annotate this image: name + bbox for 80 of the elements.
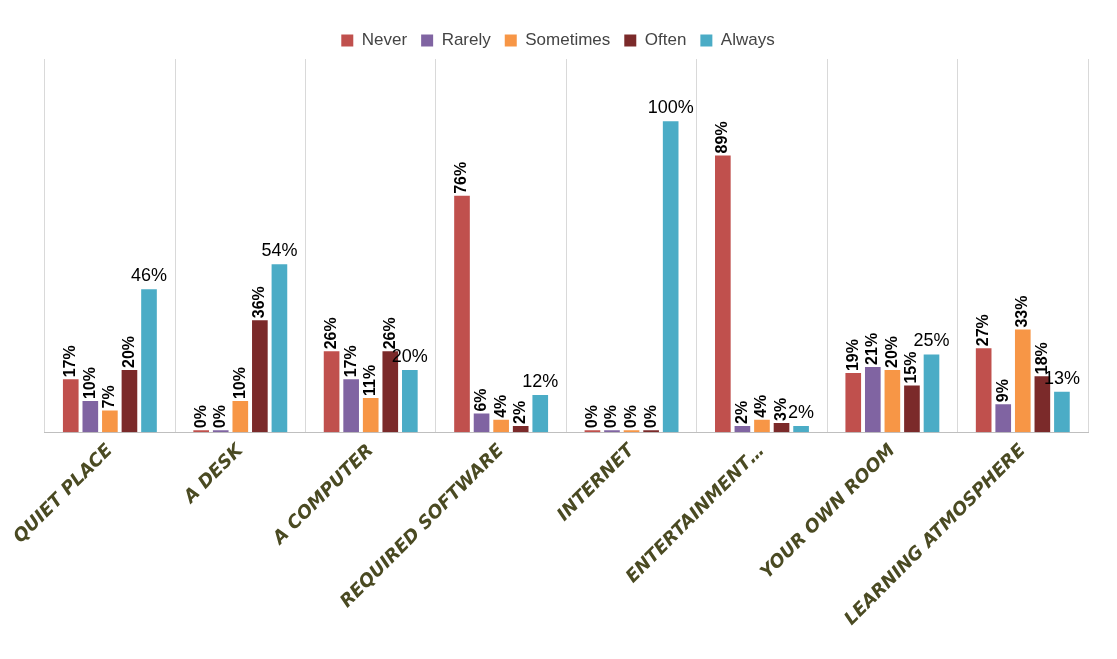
bar <box>773 422 790 433</box>
data-label: 0% <box>582 405 600 429</box>
data-label: 0% <box>211 405 229 429</box>
data-label: 2% <box>511 400 529 424</box>
data-label: 27% <box>974 314 992 347</box>
data-label: 19% <box>843 339 861 372</box>
bar <box>323 351 340 433</box>
data-label: 7% <box>100 385 118 409</box>
bar <box>715 155 731 433</box>
bar <box>604 430 620 433</box>
bar <box>493 419 509 433</box>
bar <box>271 264 288 433</box>
bar <box>362 398 379 433</box>
bar <box>884 370 901 433</box>
bar <box>643 430 659 433</box>
bar <box>923 354 940 433</box>
data-label: 89% <box>713 121 731 154</box>
data-label: 6% <box>471 388 489 412</box>
data-label: 2% <box>732 400 750 424</box>
data-label: 76% <box>452 161 470 194</box>
bar <box>402 370 418 433</box>
bar <box>473 413 490 433</box>
data-label: 36% <box>250 286 268 319</box>
bar <box>82 401 99 433</box>
bar <box>62 379 79 433</box>
data-label: 3% <box>771 397 789 421</box>
data-label: 33% <box>1013 295 1031 328</box>
data-label: 10% <box>230 367 248 400</box>
data-label: 4% <box>491 394 509 418</box>
data-label: 26% <box>380 317 398 350</box>
data-label: 21% <box>863 332 881 365</box>
bar <box>454 195 470 433</box>
data-label: 2% <box>788 401 815 422</box>
bar <box>754 419 770 433</box>
legend-label: Always <box>720 30 775 50</box>
bar <box>623 430 640 433</box>
data-label: 26% <box>321 317 339 350</box>
bar <box>121 370 138 433</box>
data-label: 17% <box>61 345 79 378</box>
data-label: 25% <box>913 330 950 351</box>
data-label: 0% <box>641 405 659 429</box>
legend-label: Rarely <box>441 30 492 50</box>
bar <box>662 121 679 433</box>
bar <box>995 404 1012 433</box>
data-label: 9% <box>993 379 1011 403</box>
bar <box>252 320 268 433</box>
data-label: 20% <box>119 335 137 369</box>
bar <box>584 430 601 433</box>
bar <box>193 430 209 433</box>
data-label: 46% <box>130 265 168 286</box>
bar <box>232 401 249 433</box>
bar <box>845 373 862 433</box>
bar <box>512 426 529 433</box>
data-label: 15% <box>902 351 920 384</box>
data-label: 12% <box>522 370 559 391</box>
bar <box>1014 329 1031 433</box>
legend-label: Never <box>361 30 408 50</box>
bar <box>734 426 751 433</box>
bar <box>343 379 359 433</box>
bar <box>1054 391 1070 433</box>
bar <box>904 385 920 433</box>
bar <box>212 430 229 433</box>
data-label: 0% <box>602 405 620 429</box>
bar <box>864 366 881 433</box>
data-label: 0% <box>621 405 639 429</box>
bar <box>532 394 549 433</box>
data-label: 10% <box>80 367 98 400</box>
bar <box>793 426 809 433</box>
data-label: 4% <box>752 394 770 418</box>
data-label: 20% <box>882 335 900 369</box>
bar <box>975 348 992 433</box>
bar <box>141 289 157 433</box>
legend-label: Sometimes <box>525 30 611 50</box>
bar <box>102 410 118 433</box>
data-label: 11% <box>361 364 379 396</box>
data-label: 54% <box>261 240 298 261</box>
legend-label: Often <box>644 30 687 50</box>
data-label: 100% <box>647 97 694 118</box>
data-label: 0% <box>191 405 209 429</box>
data-label: 17% <box>341 345 359 378</box>
